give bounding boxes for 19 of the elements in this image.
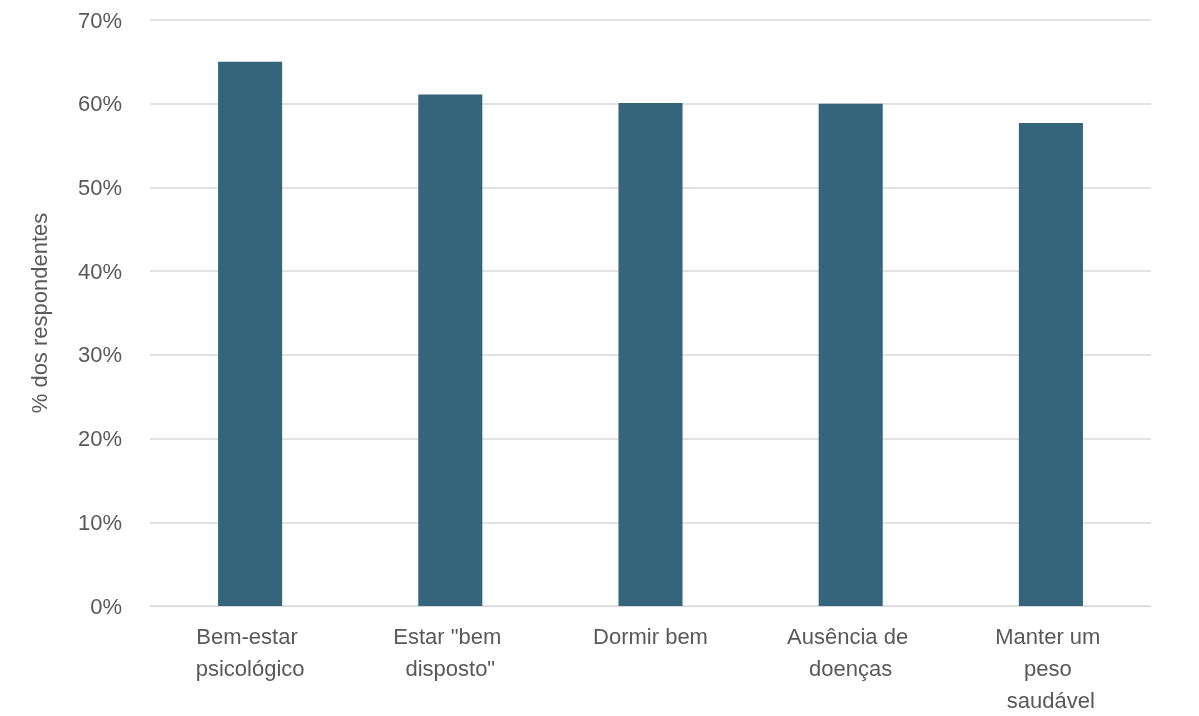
- y-tick-label: 0%: [90, 593, 122, 619]
- y-tick-label: 10%: [77, 509, 122, 535]
- bar: [1018, 122, 1083, 606]
- x-tick-label: Bem-estar psicológico: [195, 623, 305, 681]
- y-tick-label: 20%: [77, 426, 122, 452]
- y-tick-label: 60%: [77, 91, 122, 117]
- bar: [218, 61, 283, 606]
- y-tick-label: 40%: [77, 258, 122, 284]
- x-tick-label: Estar "bem disposto": [393, 623, 508, 681]
- bar: [818, 103, 883, 606]
- bar: [618, 102, 683, 606]
- x-tick-label: Manter um peso saudável: [995, 623, 1107, 713]
- y-tick-label: 50%: [77, 174, 122, 200]
- x-tick-label: Dormir bem: [593, 623, 708, 649]
- y-tick-label: 30%: [77, 342, 122, 368]
- x-tick-label: Ausência de doenças: [787, 623, 915, 681]
- y-axis-title: % dos respondentes: [26, 212, 52, 414]
- y-tick-label: 70%: [77, 7, 122, 33]
- bar: [418, 94, 483, 606]
